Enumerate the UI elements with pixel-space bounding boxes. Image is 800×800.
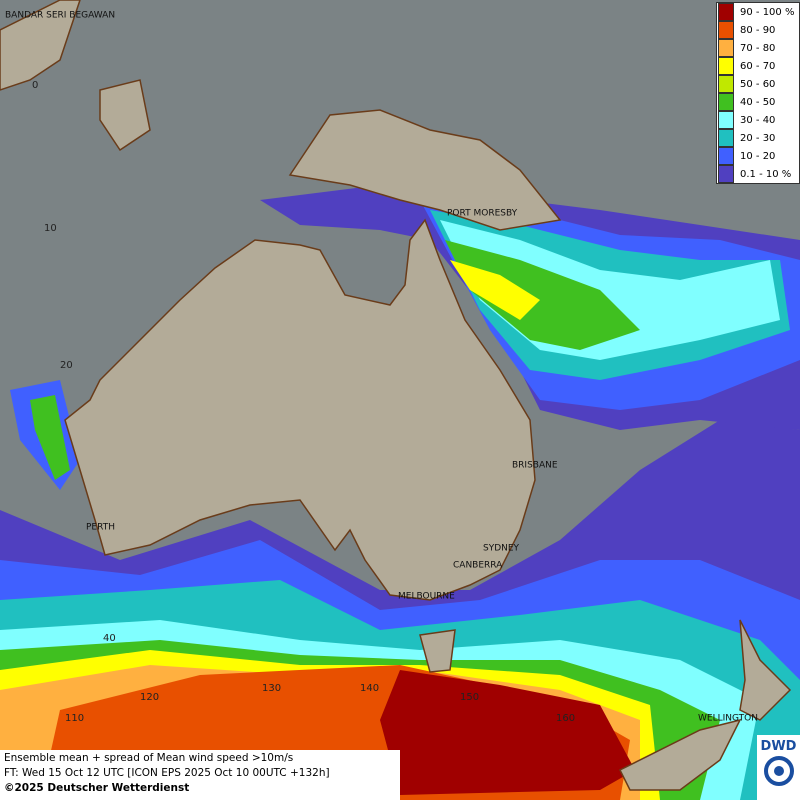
legend-item: 80 - 90: [717, 21, 799, 39]
legend-label: 30 - 40: [740, 114, 776, 126]
legend-swatch: [718, 21, 734, 39]
grid-label: 10: [44, 223, 57, 234]
legend-label: 80 - 90: [740, 24, 776, 36]
legend-item: 90 - 100 %: [717, 3, 799, 21]
legend-item: 0.1 - 10 %: [717, 165, 799, 183]
legend-swatch: [718, 147, 734, 165]
grid-label: 160: [556, 713, 575, 724]
legend-label: 70 - 80: [740, 42, 776, 54]
legend-label: 0.1 - 10 %: [740, 168, 792, 180]
legend-item: 30 - 40: [717, 111, 799, 129]
legend-swatch: [718, 129, 734, 147]
grid-label: 140: [360, 683, 379, 694]
legend-swatch: [718, 57, 734, 75]
legend-item: 40 - 50: [717, 93, 799, 111]
city-label: PERTH: [86, 523, 115, 533]
city-label: SYDNEY: [483, 544, 520, 554]
legend-swatch: [718, 93, 734, 111]
legend-label: 20 - 30: [740, 132, 776, 144]
land: [0, 0, 792, 791]
legend-swatch: [718, 3, 734, 21]
legend-item: 50 - 60: [717, 75, 799, 93]
legend-item: 20 - 30: [717, 129, 799, 147]
caption-line: Ensemble mean + spread of Mean wind spee…: [4, 752, 294, 764]
legend-item: 60 - 70: [717, 57, 799, 75]
legend-label: 10 - 20: [740, 150, 776, 162]
legend-swatch: [718, 39, 734, 57]
caption-box: Ensemble mean + spread of Mean wind spee…: [0, 750, 400, 800]
legend-item: 70 - 80: [717, 39, 799, 57]
city-label: MELBOURNE: [398, 592, 455, 602]
city-label: BRISBANE: [512, 461, 558, 471]
grid-label: 20: [60, 360, 73, 371]
city-label: BANDAR SERI BEGAWAN: [5, 11, 115, 21]
legend: 90 - 100 % 80 - 90 70 - 80 60 - 70 50 - 60 40…: [716, 2, 800, 184]
grid-label: 110: [65, 713, 84, 724]
legend-label: 60 - 70: [740, 60, 776, 72]
legend-swatch: [718, 75, 734, 93]
legend-label: 50 - 60: [740, 78, 776, 90]
logo: DWD: [757, 735, 800, 800]
grid-label: 120: [140, 692, 159, 703]
legend-swatch: [718, 111, 734, 129]
caption-line: ©2025 Deutscher Wetterdienst: [4, 782, 190, 794]
logo-text: DWD: [760, 739, 797, 754]
city-label: WELLINGTON: [698, 714, 758, 724]
grid-label: 130: [262, 683, 281, 694]
legend-swatch: [718, 165, 734, 183]
legend-item: 10 - 20: [717, 147, 799, 165]
legend-label: 90 - 100 %: [740, 6, 795, 18]
grid-label: 150: [460, 692, 479, 703]
legend-label: 40 - 50: [740, 96, 776, 108]
grid-label: 40: [103, 633, 116, 644]
grid-label: 0: [32, 80, 38, 91]
city-label: CANBERRA: [453, 561, 503, 571]
city-label: PORT MORESBY: [447, 209, 518, 219]
logo-icon: [763, 756, 794, 786]
caption-line: FT: Wed 15 Oct 12 UTC [ICON EPS 2025 Oct…: [4, 767, 330, 779]
